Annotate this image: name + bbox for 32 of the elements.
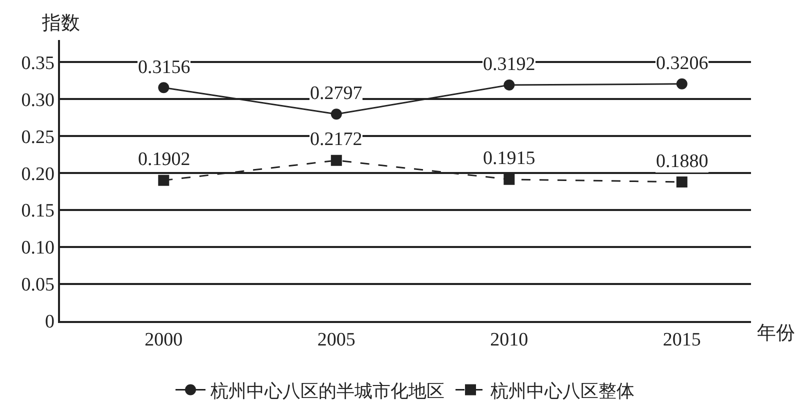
y-axis-title: 指数 bbox=[41, 13, 80, 34]
point bbox=[676, 78, 688, 90]
x-tick-label: 2015 bbox=[662, 330, 701, 351]
data-label: 0.1915 bbox=[483, 148, 536, 169]
y-tick-label: 0.25 bbox=[21, 126, 54, 148]
data-label: 0.2797 bbox=[310, 83, 362, 104]
point bbox=[676, 176, 688, 188]
data-label: 0.1880 bbox=[656, 151, 708, 172]
point bbox=[504, 79, 515, 90]
y-tick-label: 0.35 bbox=[21, 52, 54, 74]
data-label: 0.2172 bbox=[310, 129, 362, 150]
legend-label: 杭州中心八区整体 bbox=[490, 380, 634, 401]
legend-label: 杭州中心八区的半城市化地区 bbox=[210, 380, 444, 401]
y-tick-label: 0.05 bbox=[21, 274, 54, 296]
x-tick-label: 2000 bbox=[144, 330, 183, 351]
x-axis-title: 年份 bbox=[757, 323, 795, 344]
point bbox=[330, 154, 342, 166]
point bbox=[504, 174, 515, 185]
point bbox=[158, 82, 170, 94]
point bbox=[158, 174, 170, 186]
point bbox=[330, 108, 342, 120]
data-label: 0.1902 bbox=[138, 149, 190, 170]
data-label: 0.3192 bbox=[483, 54, 536, 75]
y-tick-label: 0 bbox=[44, 312, 54, 333]
data-label: 0.3156 bbox=[138, 57, 190, 78]
data-label: 0.3206 bbox=[656, 53, 708, 74]
y-tick-label: 0.20 bbox=[21, 164, 54, 185]
x-tick-label: 2010 bbox=[490, 330, 528, 351]
y-tick-label: 0.15 bbox=[21, 200, 54, 222]
y-tick-label: 0.10 bbox=[21, 238, 54, 259]
x-tick-label: 2005 bbox=[317, 330, 356, 351]
y-tick-label: 0.30 bbox=[21, 90, 54, 111]
